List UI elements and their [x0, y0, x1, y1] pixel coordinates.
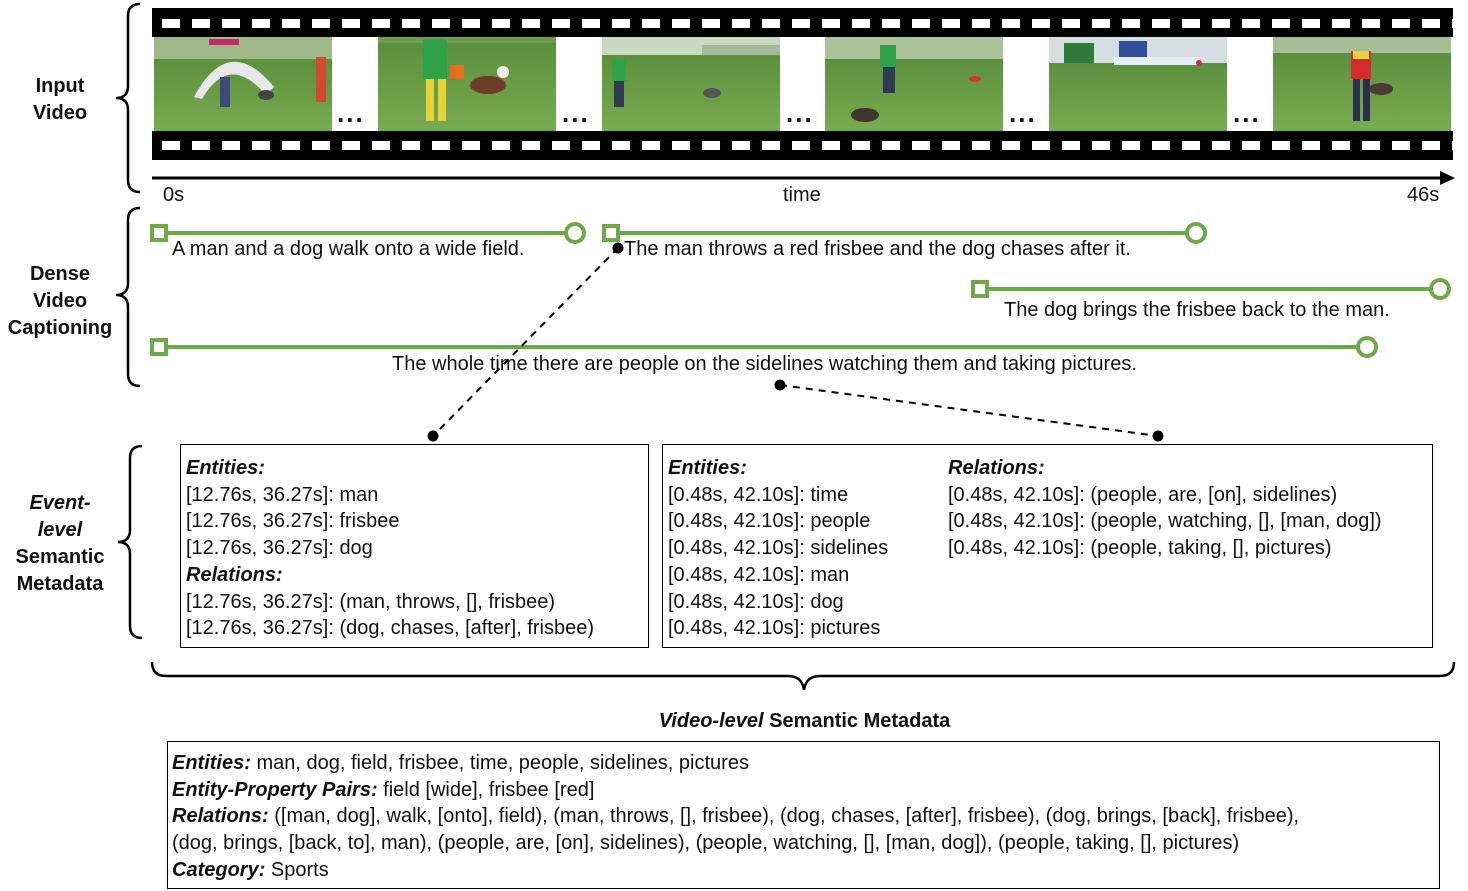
- video-frames: ... ... ... ...: [152, 37, 1453, 131]
- timeline-arrow-head: [1440, 171, 1455, 185]
- video-level-title: Video-level Semantic Metadata: [658, 710, 951, 732]
- caption-1-end-marker: [564, 222, 586, 244]
- video-frame-6: [1273, 37, 1451, 131]
- video-level-brace: [150, 661, 1456, 691]
- event-brace: [117, 444, 143, 640]
- frame-ellipsis: ...: [562, 98, 590, 128]
- frame-ellipsis: ...: [337, 98, 365, 128]
- video-frame-3: [602, 37, 780, 131]
- vl-category-text: Sports: [265, 858, 329, 881]
- caption-2: The man throws a red frisbee and the dog…: [624, 238, 1131, 260]
- entity-item: [0.48s, 42.10s]: man: [668, 563, 850, 586]
- vl-pairs-text: field [wide], frisbee [red]: [377, 778, 595, 801]
- input-video-label: Input Video: [32, 75, 88, 124]
- timeline-axis-label: time: [783, 184, 821, 206]
- video-level-metadata-box: Entities: man, dog, field, frisbee, time…: [167, 741, 1440, 889]
- vl-pairs-label: Entity-Property Pairs:: [172, 778, 378, 801]
- video-frame-2: [378, 37, 556, 131]
- caption-2-start-marker: [602, 224, 620, 242]
- event-metadata-box-2: Entities: [0.48s, 42.10s]: time [0.48s, …: [662, 444, 1433, 648]
- film-strip-top: [152, 8, 1453, 37]
- entity-item: [0.48s, 42.10s]: sidelines: [668, 537, 889, 560]
- video-frame-4: [825, 37, 1003, 131]
- entity-item: [0.48s, 42.10s]: pictures: [668, 617, 881, 640]
- caption-2-end-marker: [1185, 222, 1207, 244]
- event-metadata-box-1: Entities: [12.76s, 36.27s]: man [12.76s,…: [180, 444, 649, 648]
- connector-caption-4: [779, 384, 1159, 437]
- caption-4: The whole time there are people on the s…: [392, 353, 1137, 375]
- timeline-end-label: 46s: [1407, 184, 1440, 206]
- vl-category-label: Category:: [172, 858, 266, 881]
- frame-ellipsis: ...: [786, 98, 814, 128]
- relation-item: [0.48s, 42.10s]: (people, taking, [], pi…: [948, 537, 1332, 560]
- relations-header: Relations:: [948, 457, 1045, 479]
- relation-item: [0.48s, 42.10s]: (people, are, [on], sid…: [948, 483, 1338, 506]
- relation-item: [12.76s, 36.27s]: (dog, chases, [after],…: [186, 617, 594, 640]
- frame-ellipsis: ...: [1009, 98, 1037, 128]
- caption-4-end-marker: [1356, 336, 1378, 358]
- entity-item: [0.48s, 42.10s]: dog: [668, 590, 844, 613]
- vl-entities-label: Entities:: [172, 752, 251, 774]
- entity-item: [0.48s, 42.10s]: people: [668, 510, 871, 533]
- vl-entities-text: man, dog, field, frisbee, time, people, …: [250, 752, 749, 774]
- vl-relations-label: Relations:: [172, 805, 269, 828]
- entity-item: [12.76s, 36.27s]: frisbee: [186, 510, 400, 533]
- vl-relations-line-2: (dog, brings, [back, to], man), (people,…: [172, 832, 1240, 855]
- caption-3-start-marker: [971, 280, 989, 298]
- input-video-brace: [115, 2, 141, 194]
- frame-ellipsis: ...: [1233, 98, 1261, 128]
- entity-item: [12.76s, 36.27s]: man: [186, 483, 379, 506]
- timeline-start-label: 0s: [163, 184, 185, 206]
- relation-item: [12.76s, 36.27s]: (man, throws, [], fris…: [186, 590, 556, 613]
- vl-relations-line-1: ([man, dog], walk, [onto], field), (man,…: [268, 805, 1300, 828]
- relation-item: [0.48s, 42.10s]: (people, watching, [], …: [948, 510, 1382, 533]
- entities-header: Entities:: [186, 457, 265, 479]
- caption-4-start-marker: [150, 338, 168, 356]
- event-metadata-label: Event-level Semantic Metadata: [15, 492, 105, 595]
- caption-1: A man and a dog walk onto a wide field.: [172, 238, 525, 260]
- entities-header: Entities:: [668, 457, 747, 479]
- connector-caption-2: [432, 247, 619, 437]
- caption-1-start-marker: [150, 224, 168, 242]
- caption-3: The dog brings the frisbee back to the m…: [1004, 299, 1390, 321]
- video-frame-5: [1049, 37, 1227, 131]
- captioning-brace: [115, 206, 141, 388]
- relations-header: Relations:: [186, 563, 283, 586]
- entity-item: [12.76s, 36.27s]: dog: [186, 537, 373, 560]
- dense-captioning-label: Dense Video Captioning: [7, 263, 113, 339]
- caption-3-end-marker: [1429, 278, 1451, 300]
- entity-item: [0.48s, 42.10s]: time: [668, 483, 849, 506]
- film-strip-bottom: [152, 131, 1453, 160]
- video-frame-1: [154, 37, 332, 131]
